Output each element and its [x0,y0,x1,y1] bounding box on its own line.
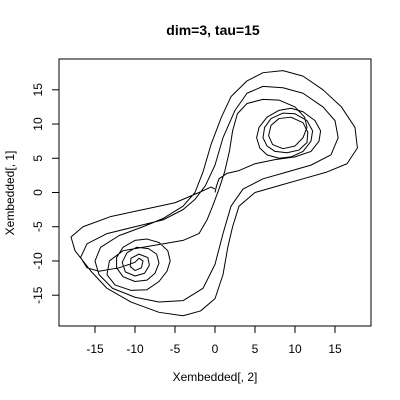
series-line-0 [70,70,358,317]
x-tick-label: 5 [252,342,259,356]
y-axis: -15 -10 -5 0 5 10 15 [31,83,60,304]
x-axis: -15 -10 -5 0 5 10 15 [86,325,342,356]
x-tick-label: -5 [170,342,181,356]
y-tick-label: 10 [31,117,45,131]
chart-title: dim=3, tau=15 [166,22,260,38]
x-tick-label: 15 [328,342,342,356]
y-tick-label: -10 [31,252,45,270]
y-tick-label: 0 [31,189,45,196]
x-tick-label: -10 [126,342,144,356]
x-tick-label: 0 [212,342,219,356]
y-tick-label: 15 [31,83,45,97]
series-layer [70,70,358,317]
y-tick-label: -15 [31,286,45,304]
y-tick-label: -5 [31,221,45,232]
x-tick-label: 10 [288,342,302,356]
x-tick-label: -15 [86,342,104,356]
y-tick-label: 5 [31,155,45,162]
y-axis-label: Xembedded[, 1] [3,151,17,236]
x-axis-label: Xembedded[, 2] [173,370,258,384]
